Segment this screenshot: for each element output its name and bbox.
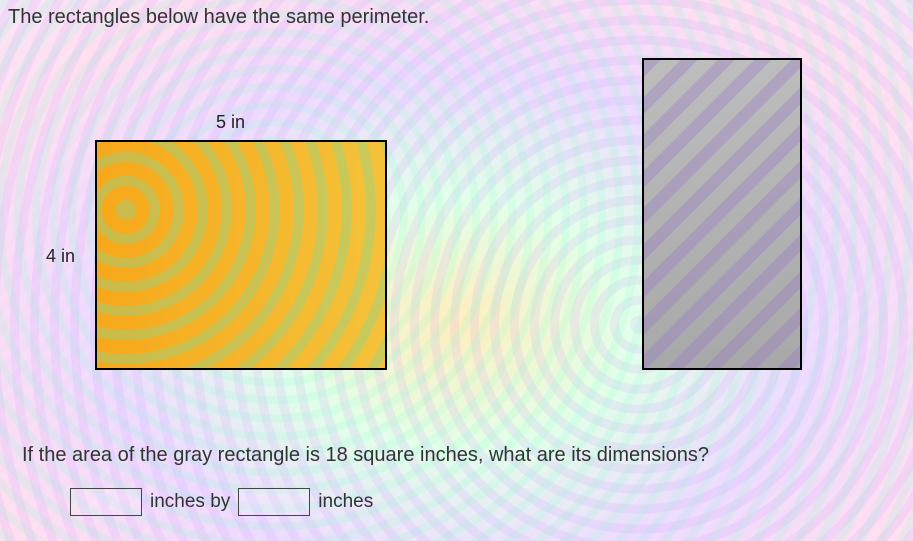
width-label-5in: 5 in <box>216 112 245 133</box>
answer-unit-2: inches <box>318 491 373 513</box>
prompt-text: The rectangles below have the same perim… <box>8 6 429 29</box>
height-label-4in: 4 in <box>46 246 75 267</box>
answer-row: inches by inches <box>70 488 373 516</box>
answer-input-2[interactable] <box>238 488 310 516</box>
answer-unit-1: inches by <box>150 491 230 513</box>
orange-rectangle <box>95 140 387 370</box>
answer-input-1[interactable] <box>70 488 142 516</box>
question-text: If the area of the gray rectangle is 18 … <box>22 444 709 467</box>
gray-rectangle <box>642 58 802 370</box>
